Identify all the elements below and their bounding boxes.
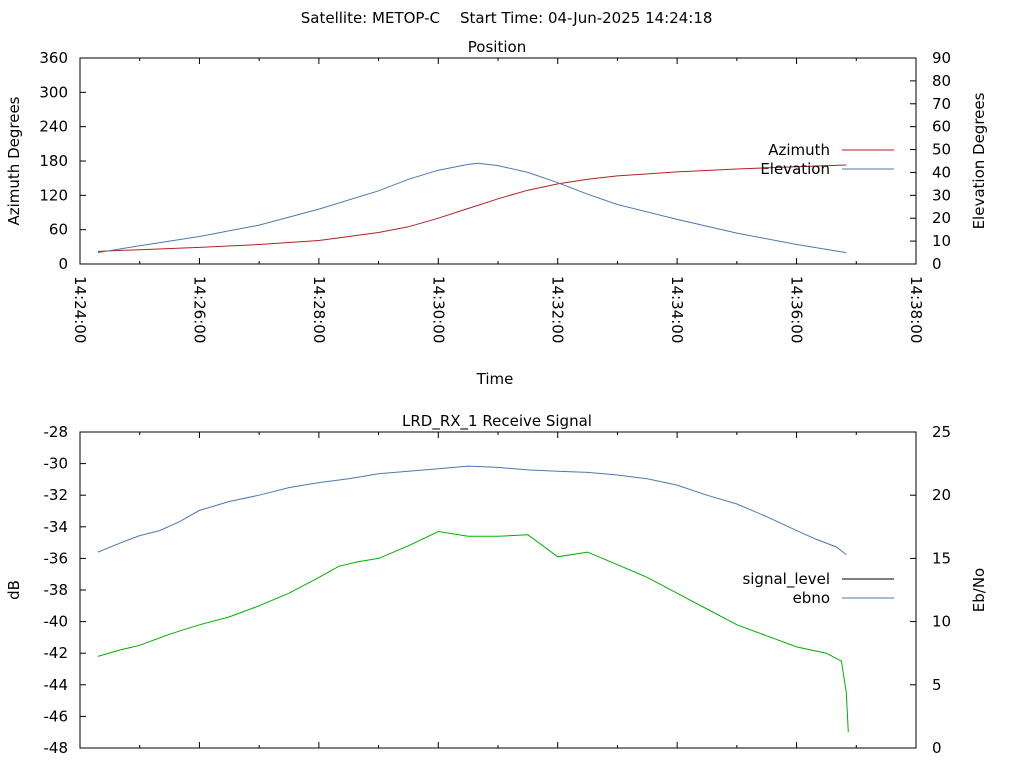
receive-signal-chart-title: LRD_RX_1 Receive Signal [402,412,592,431]
x-tick-label: 14:36:00 [788,276,806,343]
receive-signal-chart: LRD_RX_1 Receive Signal dB Eb/No -48 -46 -… [5,412,988,757]
y-tick-label: -32 [44,486,69,504]
position-chart: Position Azimuth Degrees Elevation Degre… [5,38,988,388]
series-line-series-2 [97,530,849,733]
y2-tick-label: 5 [932,676,942,694]
y-tick-label: -46 [44,707,69,725]
y-tick-label: -40 [44,613,69,631]
y-tick-label: -34 [44,518,69,536]
y2-tick-label: 0 [932,255,942,273]
y-tick-label: -42 [44,644,69,662]
x-tick-label: 14:30:00 [429,276,447,343]
y-tick-label: -44 [44,676,69,694]
y2-tick-label: 50 [932,141,951,159]
y2-tick-label: 25 [932,423,951,441]
y-tick-label: 300 [39,83,68,101]
legend-label: ebno [793,589,830,607]
position-chart-title: Position [468,38,526,56]
x-tick-label: 14:38:00 [907,276,925,343]
y-tick-label: 360 [39,49,68,67]
y-tick-label: -48 [44,739,69,757]
y-tick-label: 240 [39,118,68,136]
y2-tick-label: 10 [932,613,951,631]
series-line-Elevation [97,162,847,254]
y2-tick-label: 60 [932,118,951,136]
position-y2-axis-label: Elevation Degrees [970,92,988,229]
y2-tick-label: 30 [932,186,951,204]
y2-tick-label: 10 [932,232,951,250]
receive-signal-y-axis-label: dB [5,580,23,600]
position-x-axis-label: Time [476,370,514,388]
x-tick-label: 14:26:00 [190,276,208,343]
header-satellite: Satellite: METOP-C [301,9,440,27]
y-tick-label: -30 [44,455,69,473]
y-tick-label: 60 [49,221,68,239]
x-tick-label: 14:24:00 [71,276,89,343]
x-tick-label: 14:32:00 [549,276,567,343]
y2-tick-label: 20 [932,209,951,227]
y2-tick-label: 40 [932,163,951,181]
receive-signal-plot-frame [79,431,917,749]
y-tick-label: 180 [39,152,68,170]
y2-tick-label: 90 [932,49,951,67]
y2-tick-label: 80 [932,72,951,90]
receive-signal-y2-axis-label: Eb/No [970,568,988,612]
legend-label: Elevation [760,160,830,178]
position-y-axis-label: Azimuth Degrees [5,96,23,225]
y2-tick-label: 0 [932,739,942,757]
legend-label: Azimuth [768,141,830,159]
y-tick-label: 120 [39,186,68,204]
y-tick-label: 0 [58,255,68,273]
y2-tick-label: 15 [932,549,951,567]
series-line-Azimuth [97,164,847,252]
y2-tick-label: 20 [932,486,951,504]
y2-tick-label: 70 [932,95,951,113]
x-tick-label: 14:28:00 [310,276,328,343]
y-tick-label: -28 [44,423,69,441]
header-start-time: Start Time: 04-Jun-2025 14:24:18 [460,9,712,27]
y-tick-label: -38 [44,581,69,599]
series-line-ebno [97,465,847,555]
legend-label: signal_level [742,570,830,589]
x-tick-label: 14:34:00 [668,276,686,343]
y-tick-label: -36 [44,549,69,567]
